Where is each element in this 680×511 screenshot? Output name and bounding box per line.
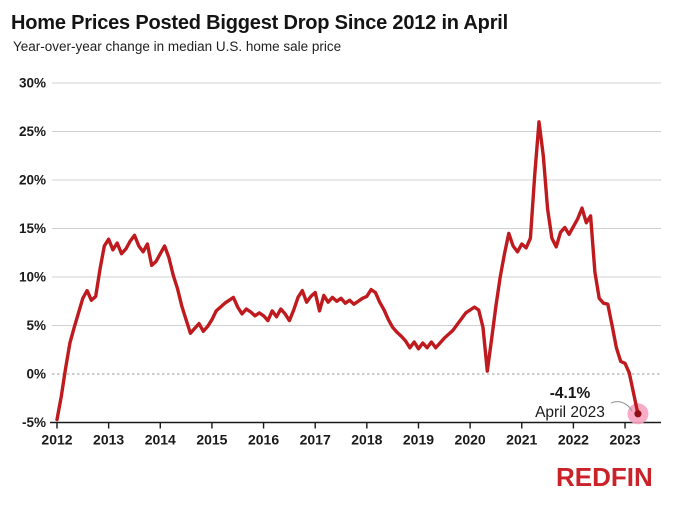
- x-tick-label: 2021: [506, 432, 537, 448]
- x-tick-label: 2022: [558, 432, 589, 448]
- y-tick-label: -5%: [22, 415, 46, 430]
- y-tick-label: 20%: [19, 173, 46, 188]
- y-tick-label: 0%: [26, 367, 46, 382]
- y-tick-label: 30%: [19, 76, 46, 91]
- x-tick-label: 2012: [41, 432, 72, 448]
- x-tick-label: 2013: [93, 432, 124, 448]
- x-tick-label: 2016: [248, 432, 279, 448]
- price-line: [55, 120, 640, 422]
- x-tick-label: 2023: [609, 432, 640, 448]
- annotation-leader-line: [610, 400, 633, 412]
- x-tick-label: 2018: [351, 432, 382, 448]
- endpoint-annotation: -4.1% April 2023: [512, 385, 628, 421]
- annotation-value: -4.1%: [549, 385, 591, 402]
- redfin-logo: REDFIN: [556, 462, 653, 492]
- chart-subtitle: Year-over-year change in median U.S. hom…: [13, 39, 342, 54]
- y-tick-label: 15%: [19, 221, 46, 236]
- x-tick-label: 2014: [145, 432, 176, 448]
- x-tick-label: 2017: [300, 432, 331, 448]
- x-tick-label: 2019: [403, 432, 434, 448]
- highlight-dot: [634, 410, 642, 418]
- chart-title: Home Prices Posted Biggest Drop Since 20…: [11, 12, 508, 34]
- y-tick-label: 25%: [19, 124, 46, 139]
- annotation-date: April 2023: [535, 404, 605, 422]
- x-tick-label: 2020: [455, 432, 486, 448]
- y-tick-label: 5%: [26, 318, 46, 333]
- y-tick-label: 10%: [19, 270, 46, 285]
- x-tick-label: 2015: [196, 432, 227, 448]
